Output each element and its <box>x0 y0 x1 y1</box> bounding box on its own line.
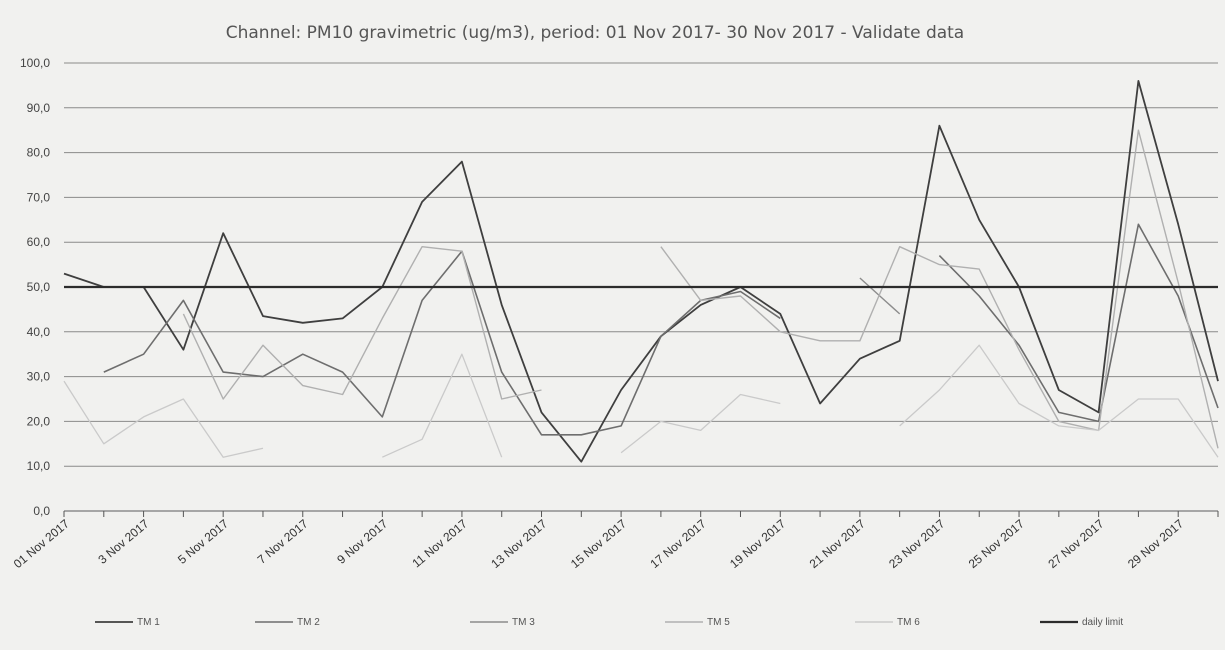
legend-label: TM 1 <box>137 617 160 628</box>
legend: TM 1 TM 2 TM 3 TM 5 TM 6 daily limit <box>95 617 1123 628</box>
x-tick-label: 5 Nov 2017 <box>175 516 231 566</box>
y-tick-label: 100,0 <box>20 56 50 70</box>
y-tick-label: 0,0 <box>33 504 50 518</box>
series-line-tm-2 <box>103 223 1219 436</box>
y-tick-label: 10,0 <box>27 459 51 473</box>
y-tick-label: 90,0 <box>27 101 51 115</box>
x-tick-label: 27 Nov 2017 <box>1045 516 1106 571</box>
y-tick-label: 40,0 <box>27 325 51 339</box>
x-tick-label: 01 Nov 2017 <box>11 516 72 571</box>
series-lines <box>63 80 1219 463</box>
x-tick-label: 11 Nov 2017 <box>409 516 470 570</box>
legend-label: daily limit <box>1082 617 1123 628</box>
legend-label: TM 6 <box>897 617 920 628</box>
y-tick-label: 80,0 <box>27 146 51 160</box>
x-tick-label: 15 Nov 2017 <box>568 516 629 571</box>
x-tick-label: 17 Nov 2017 <box>647 516 708 571</box>
x-tick-label: 25 Nov 2017 <box>966 516 1027 571</box>
series-line-tm-1 <box>63 80 1219 463</box>
series-line-tm-3 <box>859 277 901 315</box>
x-axis-tick-labels: 01 Nov 2017 3 Nov 2017 5 Nov 2017 7 Nov 201… <box>11 516 1187 571</box>
legend-label: TM 3 <box>512 617 535 628</box>
series-line-tm-6 <box>63 344 1219 458</box>
x-tick-label: 9 Nov 2017 <box>334 516 390 566</box>
y-tick-label: 30,0 <box>27 370 51 384</box>
x-tick-label: 23 Nov 2017 <box>886 516 947 571</box>
legend-label: TM 5 <box>707 617 730 628</box>
y-tick-label: 50,0 <box>27 280 51 294</box>
y-tick-label: 70,0 <box>27 190 51 204</box>
legend-label: TM 2 <box>297 617 320 628</box>
chart-title: Channel: PM10 gravimetric (ug/m3), perio… <box>226 23 964 43</box>
y-tick-label: 60,0 <box>27 235 51 249</box>
x-axis <box>63 511 1219 517</box>
x-tick-label: 29 Nov 2017 <box>1125 516 1186 571</box>
series-line-tm-5 <box>182 129 1219 449</box>
x-tick-label: 21 Nov 2017 <box>807 516 868 571</box>
y-tick-label: 20,0 <box>27 414 51 428</box>
x-tick-label: 19 Nov 2017 <box>727 516 788 571</box>
x-tick-label: 3 Nov 2017 <box>95 516 151 566</box>
x-tick-label: 13 Nov 2017 <box>488 516 549 571</box>
x-tick-label: 7 Nov 2017 <box>255 516 311 566</box>
y-axis-tick-labels: 0,0 10,0 20,0 30,0 40,0 50,0 60,0 70,0 80,0 90,0 1… <box>20 56 50 518</box>
